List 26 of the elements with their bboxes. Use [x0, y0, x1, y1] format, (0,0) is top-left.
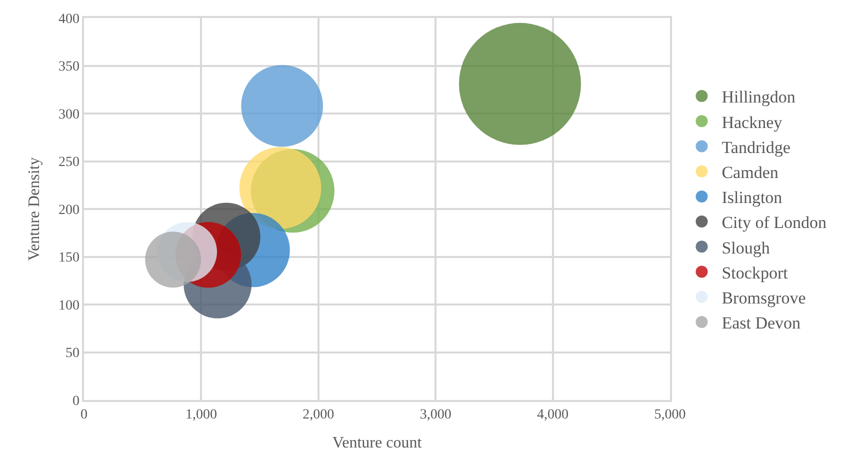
- legend-label: Stockport: [722, 263, 788, 282]
- legend-label: East Devon: [722, 314, 802, 333]
- y-tick-label: 0: [72, 394, 80, 409]
- legend-label: Tandridge: [722, 138, 790, 157]
- x-tick-label: 3,000: [420, 408, 452, 423]
- y-tick-label: 400: [58, 12, 80, 27]
- x-tick-label: 2,000: [302, 408, 334, 423]
- y-tick-label: 300: [58, 107, 80, 122]
- legend-label: Bromsgrove: [722, 288, 806, 308]
- legend-label: Camden: [722, 162, 779, 182]
- y-axis-title: Venture Density: [26, 157, 43, 261]
- legend-label: Hillingdon: [722, 88, 796, 107]
- legend-label: City of London: [722, 213, 828, 232]
- y-tick-label: 200: [58, 202, 80, 218]
- legend-label: Islington: [722, 188, 783, 208]
- y-tick-label: 250: [58, 155, 80, 170]
- y-tick-label: 350: [58, 60, 80, 75]
- x-tick-label: 5,000: [654, 408, 686, 423]
- y-tick-label: 50: [65, 346, 80, 362]
- legend-label: Slough: [722, 238, 770, 258]
- legend-label: Hackney: [722, 112, 783, 132]
- x-axis-title: Venture count: [332, 434, 422, 452]
- x-tick-label: 4,000: [537, 408, 569, 423]
- x-tick-label: 1,000: [185, 408, 217, 423]
- y-tick-label: 150: [58, 250, 80, 266]
- y-tick-label: 100: [58, 298, 80, 314]
